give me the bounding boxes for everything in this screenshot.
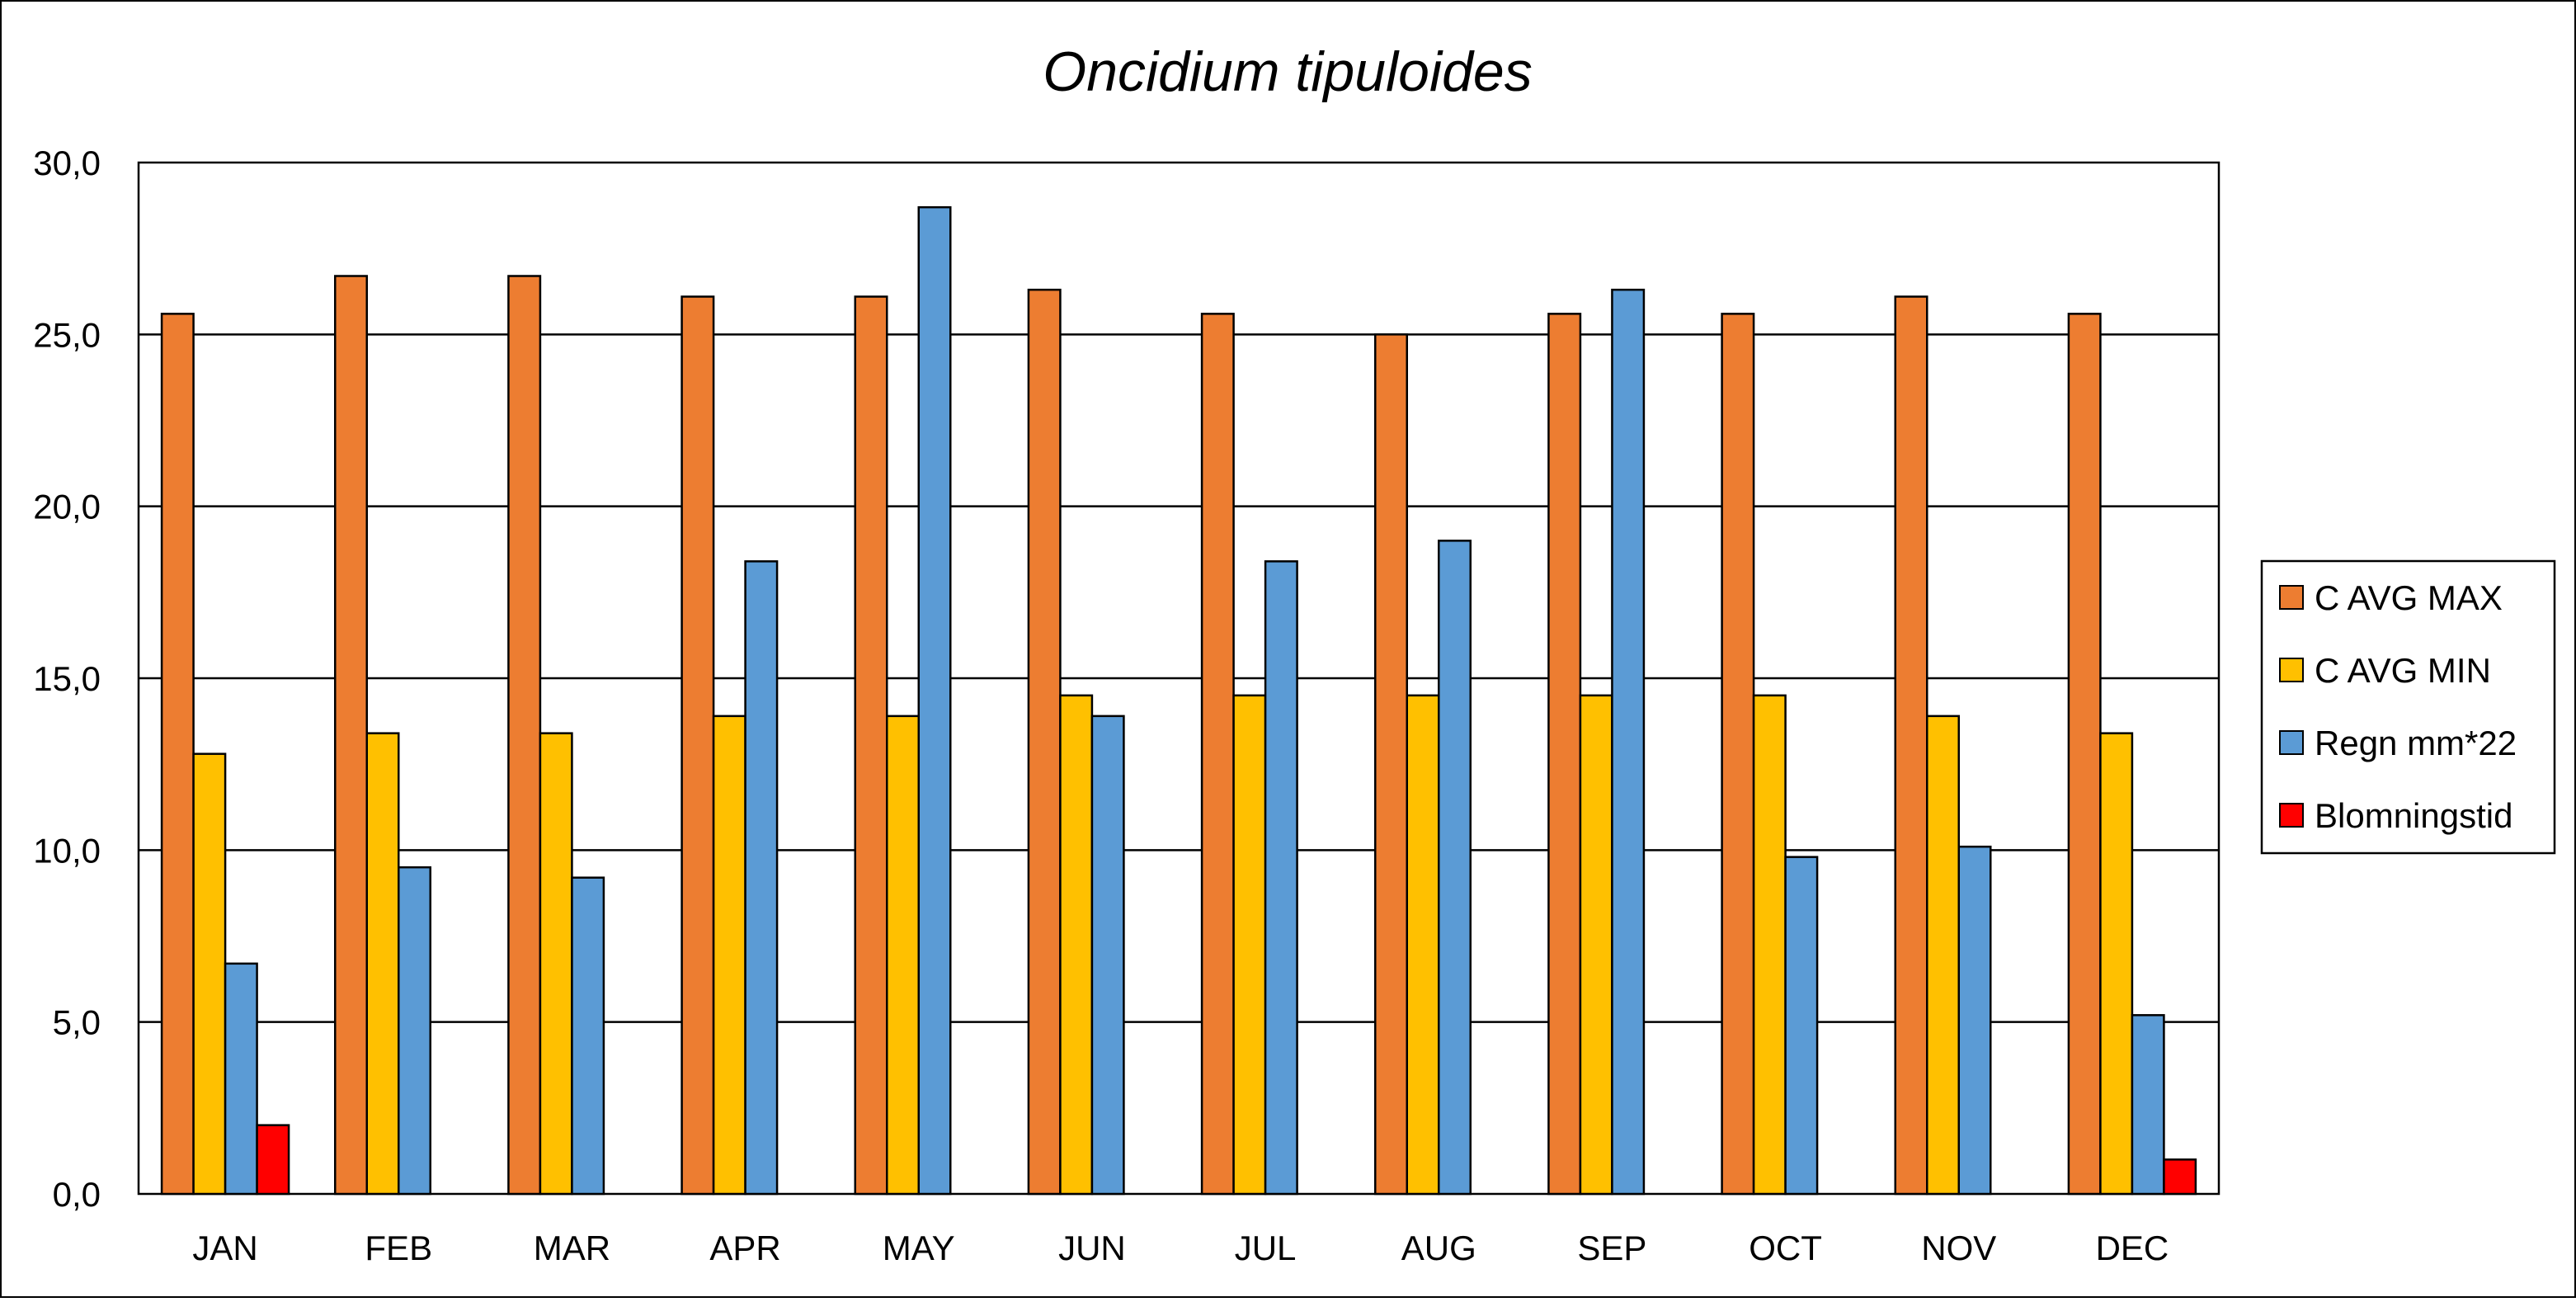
legend-label: Regn mm*22 [2315,724,2517,762]
x-tick-label: DEC [2096,1229,2169,1267]
legend-label: Blomningstid [2315,796,2512,835]
x-tick-label: AUG [1401,1229,1476,1267]
bar-regn-mm-22-apr [744,560,779,1196]
gridlines [139,333,2219,1023]
bar-c-avg-max-apr [680,295,715,1196]
x-tick-label: JUN [1058,1229,1126,1267]
bar-blomningstid-jan [256,1124,290,1196]
y-tick-label: 20,0 [33,488,101,526]
y-tick-label: 0,0 [53,1175,101,1214]
bar-c-avg-min-mar [539,732,573,1196]
bar-c-avg-min-dec [2099,732,2134,1196]
bar-regn-mm-22-feb [398,866,431,1196]
x-tick-label: MAY [883,1229,955,1267]
x-tick-label: MAR [534,1229,610,1267]
bar-c-avg-min-oct [1752,694,1787,1196]
y-tick-label: 25,0 [33,315,101,354]
bar-regn-mm-22-aug [1438,540,1472,1196]
bar-c-avg-min-apr [712,715,746,1196]
x-tick-label: OCT [1749,1229,1822,1267]
legend: C AVG MAX C AVG MIN Regn mm*22 Blomningstid [2260,559,2556,855]
bar-regn-mm-22-oct [1784,856,1819,1196]
bar-regn-mm-22-dec [2131,1014,2165,1196]
bar-c-avg-min-nov [1926,715,1960,1196]
bar-regn-mm-22-jun [1090,715,1125,1196]
bar-c-avg-max-oct [1721,313,1755,1196]
bar-c-avg-min-jul [1232,694,1267,1196]
legend-swatch [2279,730,2304,755]
bar-regn-mm-22-nov [1957,845,1992,1196]
y-tick-label: 15,0 [33,659,101,698]
bar-c-avg-max-nov [1894,295,1928,1196]
x-tick-label: JUL [1235,1229,1297,1267]
bar-c-avg-max-aug [1374,333,1408,1196]
y-tick-label: 5,0 [53,1003,101,1042]
bar-blomningstid-dec [2163,1158,2197,1196]
bar-c-avg-max-dec [2067,313,2102,1196]
bar-regn-mm-22-mar [571,876,605,1196]
y-axis-ticks: 0,0 5,0 10,0 15,0 20,0 25,0 30,0 [33,144,101,1214]
bar-regn-mm-22-sep [1611,288,1646,1196]
x-tick-label: FEB [365,1229,432,1267]
chart-title: Oncidium tipuloides [1043,40,1532,103]
bar-c-avg-min-may [886,715,920,1196]
x-tick-label: SEP [1577,1229,1646,1267]
legend-box [2260,559,2556,855]
bar-c-avg-max-jul [1200,313,1235,1196]
bar-c-avg-max-jan [160,313,195,1196]
bar-c-avg-max-jun [1027,288,1062,1196]
y-tick-label: 30,0 [33,144,101,182]
legend-swatch [2279,803,2304,828]
bars [160,205,2197,1196]
bar-c-avg-max-may [854,295,888,1196]
bar-regn-mm-22-may [917,205,952,1196]
bar-c-avg-min-sep [1579,694,1613,1196]
x-tick-label: JAN [192,1229,257,1267]
bar-c-avg-max-sep [1547,313,1582,1196]
x-axis-ticks: JAN FEB MAR APR MAY JUN JUL AUG SEP OCT NOV DEC [192,1229,2169,1267]
bar-c-avg-max-feb [334,275,368,1196]
x-tick-label: APR [709,1229,780,1267]
legend-label: C AVG MIN [2315,651,2491,690]
y-tick-label: 10,0 [33,831,101,870]
legend-swatch [2279,585,2304,610]
bar-c-avg-max-mar [507,275,542,1196]
legend-swatch [2279,658,2304,682]
legend-label: C AVG MAX [2315,578,2503,617]
bar-c-avg-min-aug [1406,694,1440,1196]
bar-c-avg-min-jun [1059,694,1094,1196]
bar-c-avg-min-feb [365,732,400,1196]
bar-regn-mm-22-jul [1264,560,1298,1196]
bar-c-avg-min-jan [192,752,227,1196]
x-tick-label: NOV [1921,1229,1996,1267]
bar-regn-mm-22-jan [224,962,258,1196]
